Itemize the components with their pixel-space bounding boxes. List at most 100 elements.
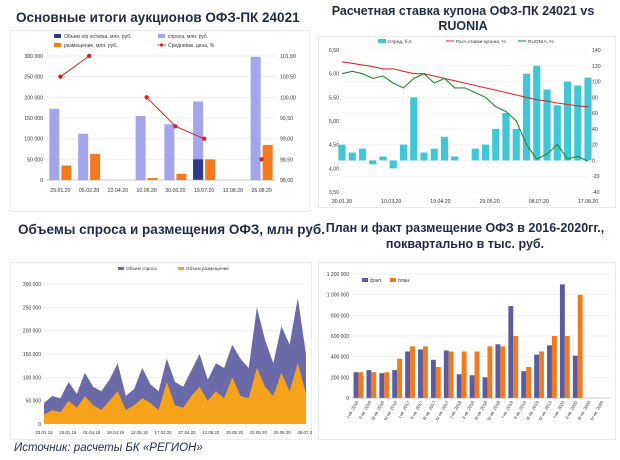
spread-bar [512,128,520,161]
bar-fact [521,371,527,398]
spread-bar [440,136,449,161]
spread-bar [379,156,387,161]
legend-label: спроса, млн. руб. [168,34,208,40]
y-tick-label: 3,50 [329,190,339,196]
bar-placement [176,173,187,180]
spread-bar [399,144,408,161]
bar-plan [422,346,428,398]
bar-fact [572,355,578,398]
x-tick-label: 02.06.20 [250,430,268,435]
y-tick-label: 0 [346,396,349,402]
bar-fact [508,306,514,398]
price-line [146,96,176,127]
y-tick-label: 5,00 [329,119,339,125]
spread-bar [389,160,397,169]
x-tick-label: 30.06.20 [165,188,185,194]
bar-plan [500,346,506,398]
spread-bar [338,144,346,161]
legend-label: Объем спроса [126,266,157,271]
y-tick-label: 0 [38,422,41,428]
x-tick-label: 23.01.19 [35,430,53,435]
y-tick-label: 100 000 [24,137,43,143]
price-point [58,74,63,79]
y-tick-label: 1 200 000 [327,272,349,278]
x-tick-label: 29.06.20 [274,430,292,435]
chart-frame [318,36,616,208]
bar-demand [164,124,175,180]
bar-plan [461,351,467,398]
x-tick-label: 17.02.20 [155,430,173,435]
bar-plan [513,336,519,398]
spread-bar [358,148,367,161]
y2-tick-label: 140 [592,48,601,54]
y-tick-label: 200 000 [331,375,349,381]
bar-plan [371,372,377,398]
bar-plan [487,346,493,398]
y-tick-label: 6,00 [329,72,339,78]
x-tick-label: 10.06.20 [137,188,157,194]
coupon-line [341,61,589,108]
legend-swatch [390,278,396,282]
chart-title-coupon: Расчетная ставка купона ОФЗ-ПК 24021 vs … [310,4,616,34]
legend-label: Объем размещения [186,266,229,271]
y2-tick-label: 100,00 [280,95,296,101]
bar-placement [147,177,158,180]
y-tick-label: 150 000 [24,116,43,122]
spread-bar [471,148,479,161]
chart-title-coupon-line1: Расчетная ставка купона ОФЗ-ПК 24021 vs [331,4,595,18]
spread-bar [502,113,510,161]
x-tick-label: 12.08.20 [223,188,243,194]
y-tick-label: 50 000 [26,399,42,405]
legend-swatch [54,43,61,47]
legend-label: Средневзв. цена, % [168,43,215,49]
plan-fact-chart: 0 200 000 400 000 600 000 800 000 1 000 000 1 … [318,262,616,440]
price-point [86,53,92,59]
spread-bar [574,85,582,161]
spread-bar [430,148,438,161]
bar-placement [61,165,72,180]
spread-bar [481,144,490,161]
bar-demand [250,56,261,180]
x-tick-label: 29.05.20 [479,199,499,205]
demand-area [44,298,306,424]
legend-label: размещение, млн. руб. [64,43,117,49]
x-tick-label: 08.07.20 [529,199,549,205]
legend-label: Расч.ставки купона, % [456,39,507,45]
y2-tick-label: 99,00 [280,137,293,143]
x-tick-label: 05.02.20 [79,188,99,194]
legend-label: план. [398,278,411,284]
x-tick-label: 10.03.20 [381,199,401,205]
chart-title-plan-fact: План и факт размещение ОФЗ в 2016-2020гг… [312,220,618,252]
y-tick-label: 150 000 [23,352,41,358]
y2-tick-label: 99,50 [280,116,293,122]
spread-bar [420,152,428,161]
x-tick-label: 12.05.19 [131,430,149,435]
y-tick-label: 250 000 [23,305,41,311]
price-point [259,157,264,162]
bar-fact [482,377,488,398]
spread-bar [584,77,592,161]
bar-fact [353,372,359,398]
spread-bar [451,156,459,161]
bar-fact [495,344,501,398]
bar-fact [534,354,540,398]
y-tick-label: 600 000 [331,334,349,340]
x-tick-label: 12.05.20 [202,430,220,435]
spread-bar [553,105,561,161]
bar-plan [358,372,364,398]
bar-plan [564,336,570,398]
bar-plan [539,351,544,398]
legend-swatch [159,43,164,47]
price-line [175,125,205,140]
x-tick-label: 08.07.20 [297,430,312,435]
y-tick-label: 6,50 [329,48,339,54]
spread-bar [533,65,541,161]
legend-swatch [178,267,184,270]
y2-tick-label: 100,50 [280,75,296,81]
y2-tick-label: -20 [592,174,600,180]
spread-bar [410,97,418,161]
chart-title-volumes: Объемы спроса и размещения ОФЗ, млн руб. [18,222,325,237]
bar-demand [49,108,60,180]
bar-fact [430,359,436,398]
legend-label: Спред, б.п. [388,39,413,45]
